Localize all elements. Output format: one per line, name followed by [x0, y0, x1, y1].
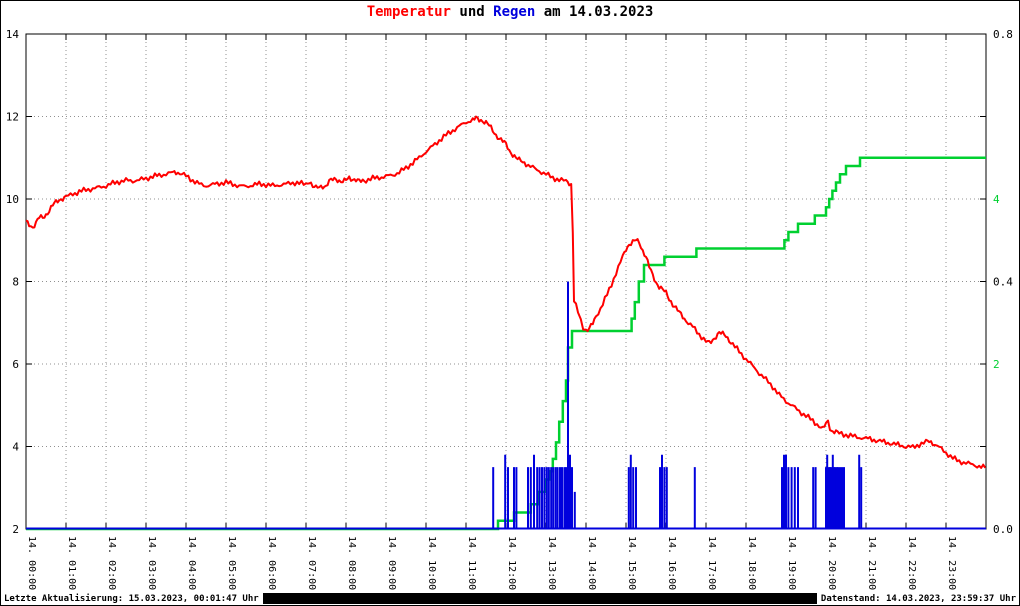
- y-left-tick-label: 8: [12, 276, 19, 289]
- x-tick-label: 14. 13:00: [546, 536, 557, 590]
- y-sum-tick-label: 2: [993, 358, 1000, 371]
- temperature-line: [25, 115, 987, 469]
- y-left-tick-label: 10: [6, 193, 19, 206]
- x-tick-label: 14. 20:00: [826, 536, 837, 590]
- x-tick-label: 14. 10:00: [426, 536, 437, 590]
- x-tick-label: 14. 09:00: [386, 536, 397, 590]
- y-sum-tick-label: 4: [993, 193, 1000, 206]
- x-tick-label: 14. 17:00: [706, 536, 717, 590]
- title-temperatur: Temperatur: [366, 4, 451, 20]
- x-tick-label: 14. 12:00: [506, 536, 517, 590]
- y-left-tick-label: 14: [6, 28, 20, 41]
- x-tick-label: 14. 07:00: [306, 536, 317, 590]
- x-tick-label: 14. 22:00: [906, 536, 917, 590]
- chart-title: Temperatur und Regen am 14.03.2023: [1, 4, 1019, 20]
- x-tick-label: 14. 02:00: [106, 536, 117, 590]
- x-tick-label: 14. 18:00: [746, 536, 757, 590]
- x-tick-label: 14. 03:00: [146, 536, 157, 590]
- title-regen: Regen: [493, 4, 536, 20]
- x-tick-label: 14. 21:00: [866, 536, 877, 590]
- x-tick-label: 14. 23:00: [946, 536, 957, 590]
- y-left-tick-label: 4: [12, 441, 19, 454]
- y-left-tick-label: 6: [12, 358, 19, 371]
- x-tick-label: 14. 16:00: [666, 536, 677, 590]
- footer-bar: [263, 593, 817, 604]
- x-tick-label: 14. 05:00: [226, 536, 237, 590]
- y-left-tick-label: 12: [6, 111, 19, 124]
- x-tick-label: 14. 11:00: [466, 536, 477, 590]
- y-rain-tick-label: 0.0: [993, 523, 1013, 536]
- x-tick-label: 14. 15:00: [626, 536, 637, 590]
- x-tick-label: 14. 19:00: [786, 536, 797, 590]
- y-rain-tick-label: 0.4: [993, 276, 1013, 289]
- title-und: und: [450, 4, 494, 20]
- y-left-tick-label: 2: [12, 523, 19, 536]
- last-update-text: Letzte Aktualisierung: 15.03.2023, 00:01…: [4, 594, 259, 604]
- data-timestamp-text: Datenstand: 14.03.2023, 23:59:37 Uhr: [820, 594, 1016, 604]
- x-tick-label: 14. 00:00: [26, 536, 37, 590]
- x-tick-label: 14. 04:00: [186, 536, 197, 590]
- x-tick-label: 14. 08:00: [346, 536, 357, 590]
- x-tick-label: 14. 14:00: [586, 536, 597, 590]
- y-rain-tick-label: 0.8: [993, 28, 1013, 41]
- x-tick-label: 14. 01:00: [66, 536, 77, 590]
- x-tick-label: 14. 06:00: [266, 536, 277, 590]
- title-date: am 14.03.2023: [535, 4, 654, 20]
